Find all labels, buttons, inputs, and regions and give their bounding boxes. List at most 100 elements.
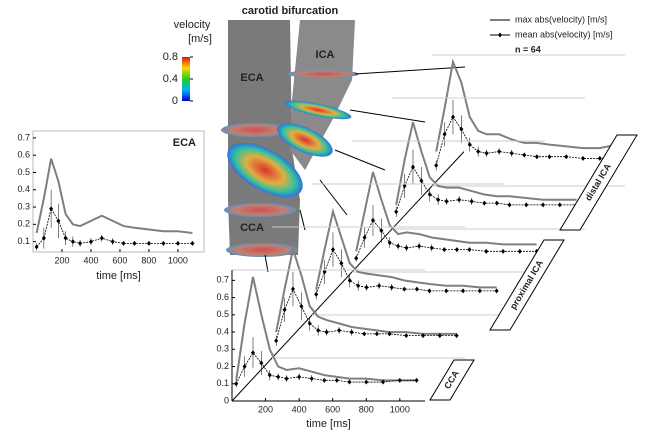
mean-marker	[497, 149, 502, 155]
y-tick-label: 0.3	[17, 201, 30, 211]
y-tick-label: 0.2	[17, 219, 30, 229]
region-box	[489, 239, 565, 331]
mean-marker	[364, 379, 369, 385]
mean-marker	[419, 178, 424, 184]
mean-marker	[299, 303, 304, 309]
y-tick-label: 0	[224, 395, 229, 405]
mean-marker	[339, 260, 344, 266]
mean-marker	[259, 360, 264, 366]
mean-line	[275, 288, 457, 341]
mean-marker	[427, 288, 432, 294]
mean-marker	[437, 333, 442, 339]
mean-marker	[307, 321, 312, 327]
colorbar-tick-label: 0	[172, 95, 178, 107]
max-line	[235, 276, 417, 382]
mean-marker	[381, 379, 386, 385]
mean-marker	[377, 283, 382, 289]
mean-marker	[314, 291, 319, 297]
mean-marker	[330, 247, 335, 252]
mean-marker	[362, 235, 367, 241]
mean-marker	[522, 152, 527, 158]
mean-marker	[70, 239, 75, 245]
vessel-label: ICA	[316, 49, 335, 61]
mean-marker	[442, 247, 447, 253]
mean-marker	[349, 329, 354, 335]
mean-marker	[49, 206, 54, 212]
max-line	[355, 171, 537, 252]
mean-marker	[484, 248, 489, 254]
mean-marker	[444, 198, 449, 204]
mean-marker	[597, 155, 602, 161]
x-tick-label: 800	[359, 404, 374, 414]
mean-marker	[132, 240, 137, 246]
mean-line	[235, 352, 417, 384]
mean-marker	[541, 202, 546, 208]
mean-marker	[494, 200, 499, 206]
mean-line	[435, 116, 617, 166]
mean-marker	[347, 379, 352, 385]
mean-marker	[250, 350, 255, 356]
mean-marker	[454, 333, 459, 339]
mean-marker	[274, 338, 279, 344]
mean-marker	[442, 131, 447, 137]
mean-line	[36, 207, 193, 248]
max-line	[35, 158, 193, 234]
mean-marker	[190, 240, 195, 246]
legend-marker	[498, 32, 502, 38]
legend-label: max abs(velocity) [m/s]	[515, 14, 607, 24]
mean-marker	[34, 244, 39, 250]
mean-marker	[290, 286, 295, 292]
mean-marker	[450, 114, 455, 120]
mean-marker	[234, 381, 239, 387]
mean-marker	[396, 243, 401, 249]
y-tick-label: 0.4	[216, 326, 229, 336]
mean-marker	[444, 288, 449, 294]
y-tick-label: 0.2	[216, 361, 229, 371]
mean-marker	[282, 307, 287, 313]
mean-marker	[88, 239, 93, 245]
figure-title: carotid bifurcation	[242, 5, 339, 17]
mean-marker	[316, 327, 321, 333]
mean-marker	[581, 155, 586, 161]
mean-marker	[324, 329, 329, 335]
mean-marker	[394, 209, 399, 215]
mean-marker	[494, 288, 499, 294]
y-tick-label: 0.3	[216, 344, 229, 354]
colorbar-label: velocity	[174, 19, 211, 31]
mean-marker	[507, 202, 512, 208]
chart-title: ECA	[173, 137, 196, 149]
mean-marker	[414, 286, 419, 292]
mean-marker	[484, 150, 489, 156]
colorbar-unit: [m/s]	[188, 33, 212, 45]
region-box	[559, 134, 638, 231]
x-tick-label: 400	[292, 404, 307, 414]
mean-marker	[509, 150, 514, 156]
max-line	[315, 207, 497, 290]
y-tick-label: 0.5	[216, 309, 229, 319]
vessel-rendering	[221, 20, 466, 273]
x-axis-label: time [ms]	[96, 270, 141, 282]
mean-marker	[175, 240, 180, 246]
mean-marker	[56, 218, 61, 224]
mean-marker	[297, 374, 302, 380]
mean-marker	[41, 235, 46, 241]
mean-marker	[410, 164, 415, 170]
mean-marker	[322, 377, 327, 383]
mean-marker	[374, 331, 379, 337]
y-tick-label: 0.4	[17, 184, 30, 194]
mean-marker	[454, 247, 459, 253]
vessel-label: CCA	[240, 222, 264, 234]
mean-marker	[78, 240, 83, 246]
mean-marker	[429, 245, 434, 251]
x-tick-label: 200	[54, 255, 69, 265]
mean-marker	[309, 376, 314, 382]
mean-marker	[389, 284, 394, 290]
mean-marker	[404, 333, 409, 339]
mean-marker	[427, 192, 432, 198]
x-tick-label: 800	[141, 255, 156, 265]
region-box	[429, 359, 475, 401]
mean-marker	[534, 154, 539, 160]
mean-marker	[63, 235, 68, 241]
mean-marker	[397, 377, 402, 383]
x-tick-label: 1000	[390, 404, 410, 414]
